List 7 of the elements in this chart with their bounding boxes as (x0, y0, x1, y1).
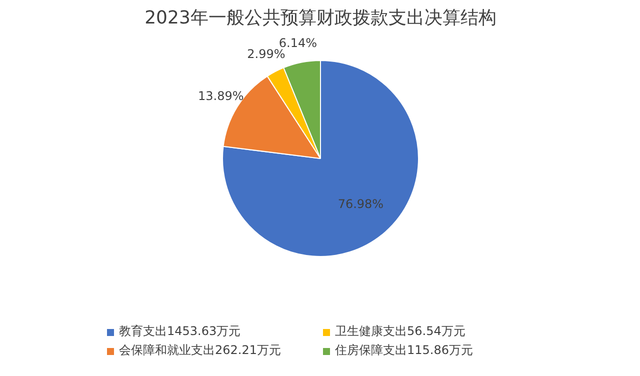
legend-label: 卫生健康支出56.54万元 (335, 323, 466, 340)
legend-label: 教育支出1453.63万元 (119, 323, 242, 340)
chart-title: 2023年一般公共预算财政拨款支出决算结构 (144, 8, 496, 28)
legend-label: 会保障和就业支出262.21万元 (119, 342, 282, 359)
legend-label: 住房保障支出115.86万元 (335, 342, 474, 359)
data-label: 13.89% (198, 88, 244, 103)
data-label: 76.98% (338, 197, 384, 212)
